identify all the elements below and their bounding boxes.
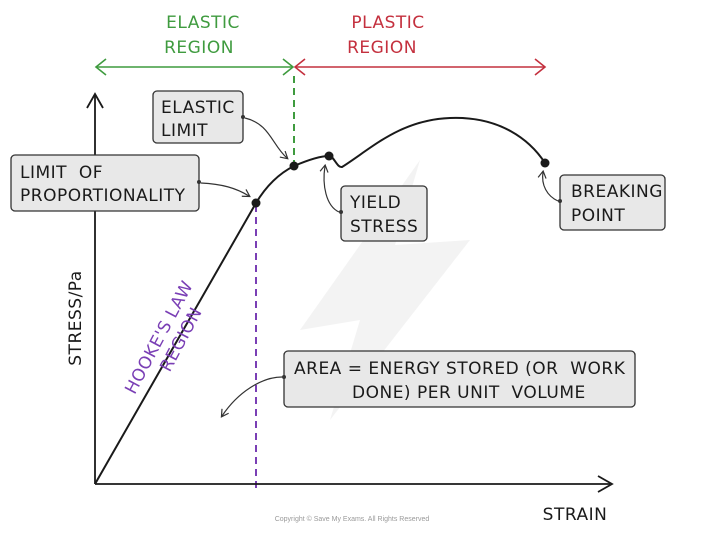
elastic-region-label-line1: ELASTIC	[166, 13, 240, 33]
limit-of-proportionality-text-line2: PROPORTIONALITY	[20, 186, 186, 206]
area-text-line2: DONE) PER UNIT VOLUME	[352, 383, 586, 403]
plastic-region-label-line1: PLASTIC	[351, 13, 424, 33]
breaking-point-text-line1: BREAKING	[571, 182, 663, 202]
elastic-limit-text-line1: ELASTIC	[161, 98, 235, 118]
limit-of-proportionality-point	[251, 198, 261, 208]
elastic-limit-point	[289, 161, 299, 171]
breaking-point-callout: BREAKING POINT	[537, 169, 666, 231]
plastic-region-arrow	[293, 58, 547, 76]
yield-stress-text-line1: YIELD	[349, 193, 401, 213]
copyright-notice: Copyright © Save My Exams. All Rights Re…	[274, 516, 430, 523]
x-axis-label: STRAIN	[543, 505, 608, 525]
x-axis	[95, 475, 614, 493]
limit-of-proportionality-callout: LIMIT OF PROPORTIONALITY	[10, 154, 251, 212]
yield-stress-point	[324, 151, 334, 161]
breaking-point-point	[540, 158, 550, 168]
area-text-line1: AREA = ENERGY STORED (OR WORK	[294, 359, 626, 379]
breaking-point-text-line2: POINT	[571, 206, 625, 226]
area-callout: AREA = ENERGY STORED (OR WORK DONE) PER …	[220, 350, 636, 418]
yield-stress-callout: YIELD STRESS	[319, 163, 428, 242]
elastic-region-label-line2: REGION	[164, 38, 234, 58]
y-axis	[86, 92, 104, 484]
elastic-limit-text-line2: LIMIT	[161, 121, 208, 141]
watermark-logo	[300, 160, 470, 420]
elastic-limit-callout: ELASTIC LIMIT	[152, 90, 289, 160]
yield-stress-text-line2: STRESS	[350, 217, 418, 237]
limit-of-proportionality-text-line1: LIMIT OF	[20, 163, 103, 183]
plastic-region-label-line2: REGION	[347, 38, 417, 58]
y-axis-label: STRESS/Pa	[66, 270, 86, 365]
elastic-region-arrow	[94, 58, 295, 76]
